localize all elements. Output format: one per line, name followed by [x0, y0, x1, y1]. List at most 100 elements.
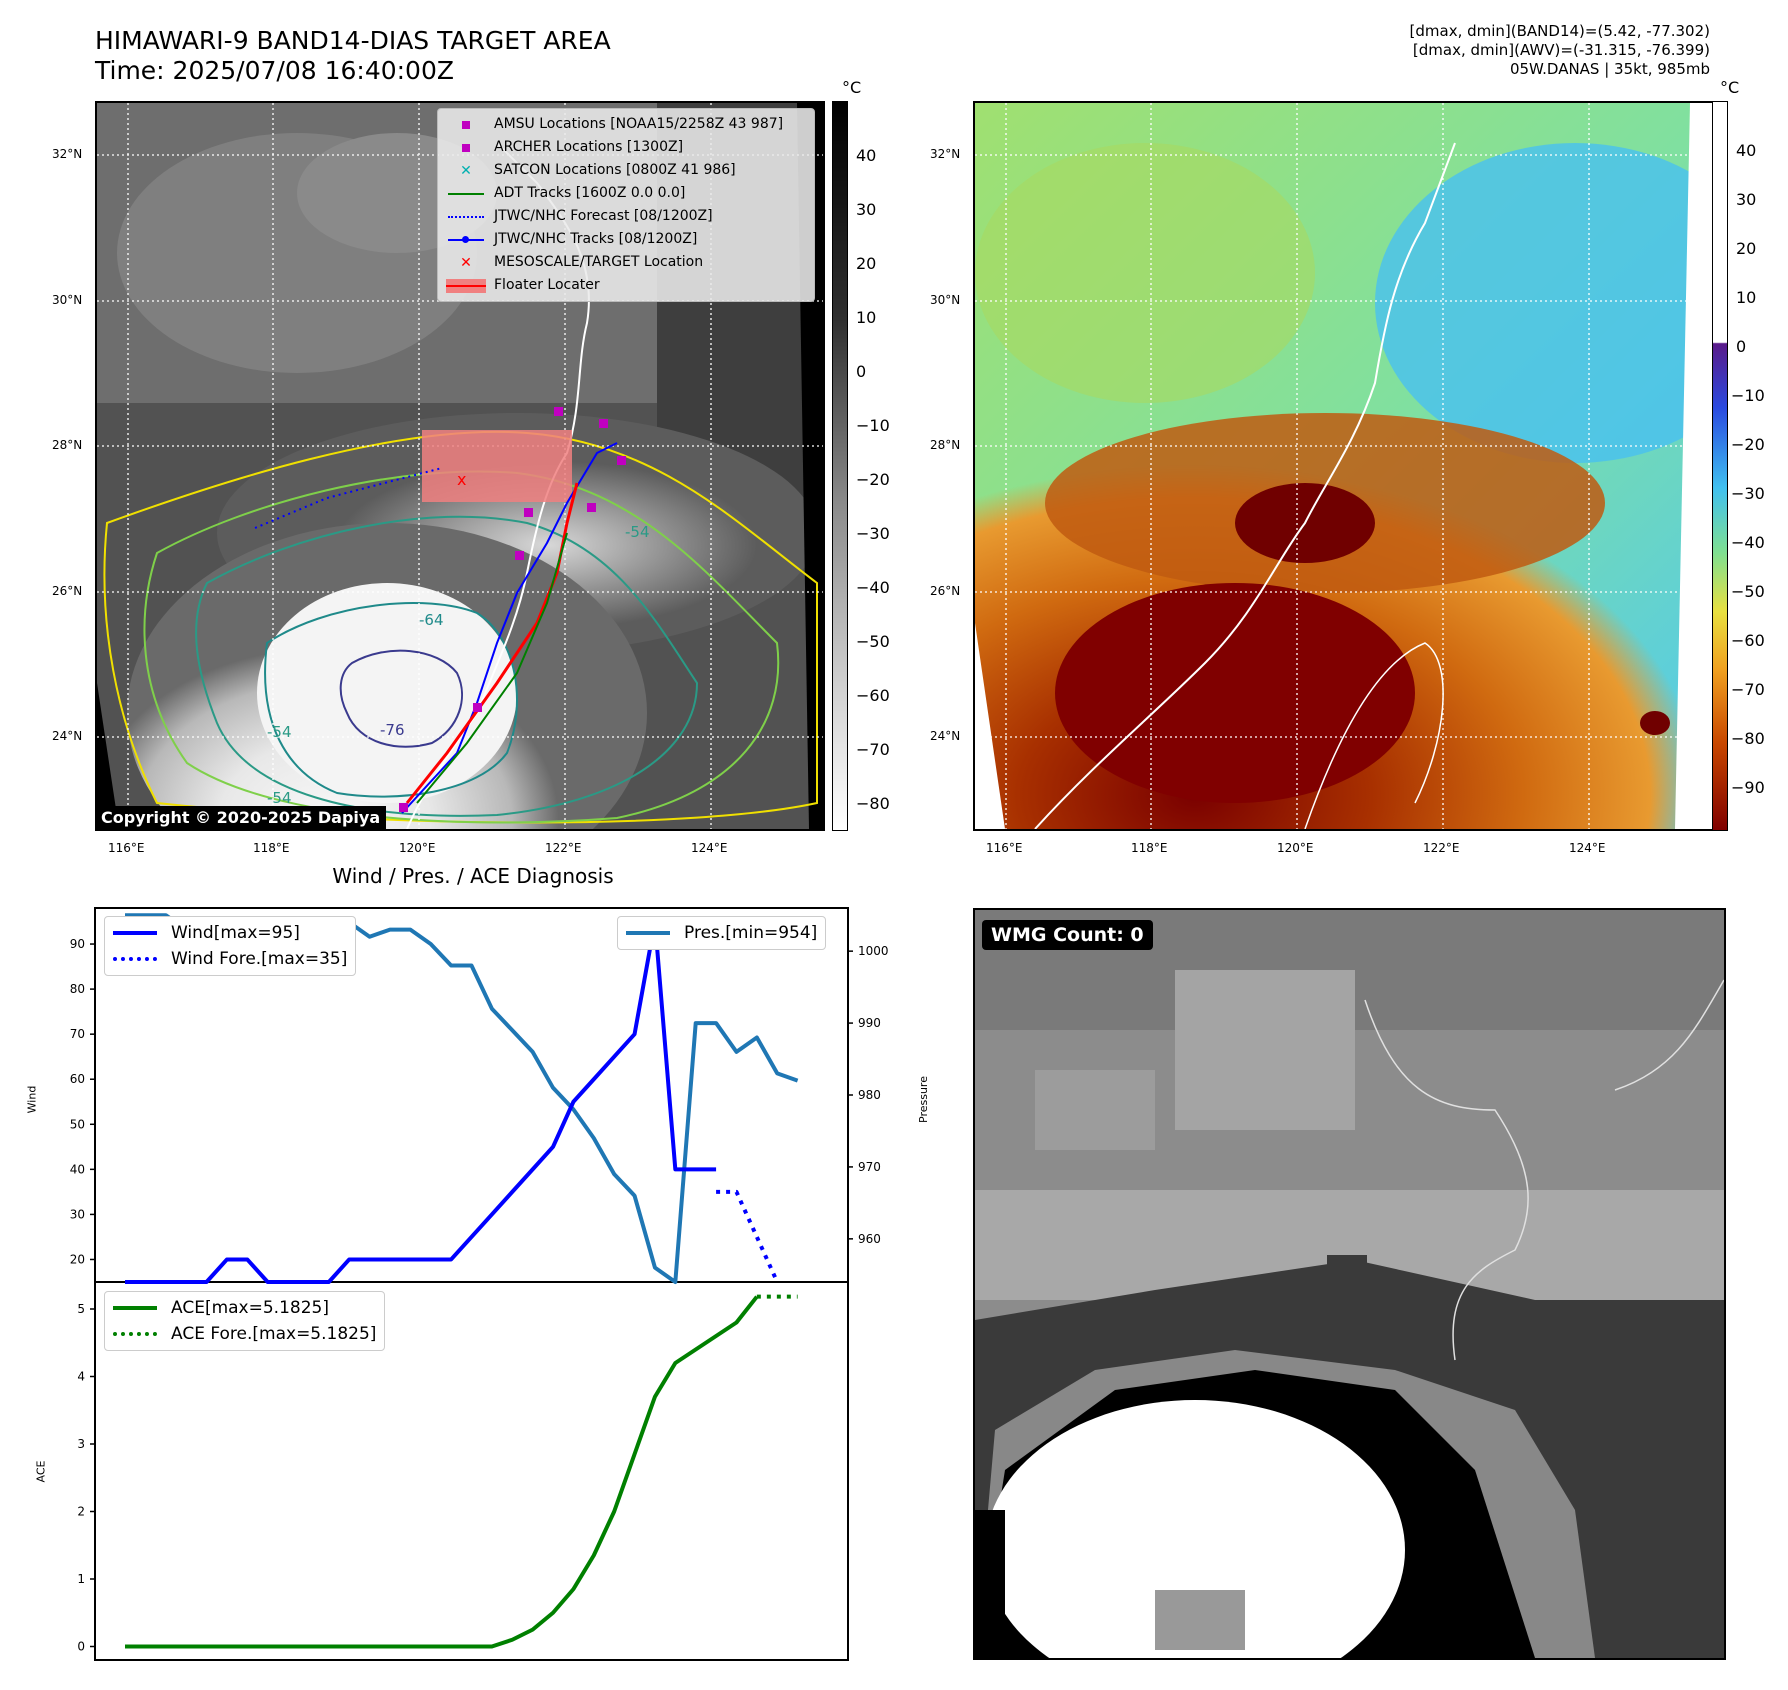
lon-label: 116°E [986, 841, 1023, 855]
legend-label: Floater Locater [494, 277, 600, 293]
legend-item-adt: ADT Tracks [1600Z 0.0 0.0] [446, 182, 806, 205]
dotted-line-icon [113, 1332, 157, 1336]
legend-item-target: ✕ MESOSCALE/TARGET Location [446, 251, 806, 274]
x-marker-icon: ✕ [460, 162, 472, 179]
legend-item-forecast: JTWC/NHC Forecast [08/1200Z] [446, 205, 806, 228]
contour-label-5: -54 [267, 723, 292, 741]
wind-axis-tick-label: 20 [70, 1252, 85, 1266]
awv-colorbar [1712, 101, 1728, 831]
cbar-tick: −60 [1731, 631, 1765, 650]
svg-text:x: x [457, 470, 466, 489]
cbar-tick: 30 [1736, 190, 1757, 209]
awv-map-panel [973, 101, 1726, 831]
lat-label: 24°N [52, 729, 83, 743]
cbar-tick: −80 [1731, 729, 1765, 748]
contour-label-3: -76 [380, 721, 405, 739]
cbar-tick: −10 [1731, 386, 1765, 405]
cbar-tick: −10 [856, 416, 890, 435]
cbar-tick: 10 [1736, 288, 1757, 307]
lon-label: 118°E [1131, 841, 1168, 855]
cbar-tick: −60 [856, 686, 890, 705]
awv-cbar-unit: °C [1720, 78, 1740, 97]
cbar-tick: −20 [1731, 435, 1765, 454]
dotted-line-icon [113, 957, 157, 961]
cbar-tick: 40 [1736, 141, 1757, 160]
wind-axis-tick-label: 50 [70, 1117, 85, 1131]
ace-axis-tick-label: 1 [77, 1572, 85, 1586]
wind-axis-tick-label: 80 [70, 982, 85, 996]
legend-label: Wind Fore.[max=35] [171, 949, 348, 969]
legend-label: SATCON Locations [0800Z 41 986] [494, 162, 736, 178]
diagnosis-title: Wind / Pres. / ACE Diagnosis [332, 864, 614, 888]
patch-marker-icon [446, 278, 486, 293]
ace-axis-tick-label: 4 [77, 1370, 85, 1384]
x-marker-icon: ✕ [460, 254, 472, 271]
cbar-tick: 10 [856, 308, 877, 327]
cbar-tick: 0 [1736, 337, 1747, 356]
wind-axis-tick-label: 90 [70, 937, 85, 951]
legend-label: ADT Tracks [1600Z 0.0 0.0] [494, 185, 686, 201]
contour-label-1: -54 [625, 523, 650, 541]
cbar-tick: −20 [856, 470, 890, 489]
ace-axis-tick-label: 0 [77, 1640, 85, 1654]
legend-label: AMSU Locations [NOAA15/2258Z 43 987] [494, 116, 784, 132]
line-marker-icon [446, 187, 486, 201]
legend-item-wind: Wind[max=95] [113, 920, 347, 946]
cbar-tick: 0 [856, 362, 867, 381]
cbar-tick: −50 [856, 632, 890, 651]
lon-label: 122°E [545, 841, 582, 855]
lon-label: 124°E [1569, 841, 1606, 855]
legend-label: JTWC/NHC Forecast [08/1200Z] [494, 208, 713, 224]
wmg-image [975, 910, 1724, 1658]
dotted-line-icon [446, 210, 486, 224]
title-line-1: HIMAWARI-9 BAND14-DIAS TARGET AREA [95, 26, 611, 55]
lon-label: 120°E [399, 841, 436, 855]
cbar-tick: −30 [1731, 484, 1765, 503]
wind-axis-label: Wind [25, 1085, 39, 1114]
solid-line-icon [626, 931, 670, 935]
cbar-tick: −70 [1731, 680, 1765, 699]
legend-label: ARCHER Locations [1300Z] [494, 139, 684, 155]
diagnosis-chart: 20 30 40 50 60 70 80 90 960 970 980 990 1000 0 1 2 3 4 5 [70, 907, 889, 1661]
lat-label: 32°N [930, 147, 961, 161]
wind-line-series-1 [716, 1189, 780, 1283]
lon-label: 116°E [108, 841, 145, 855]
lon-label: 118°E [253, 841, 290, 855]
map-legend: AMSU Locations [NOAA15/2258Z 43 987] ARC… [437, 108, 815, 302]
square-marker-icon [446, 141, 486, 155]
wind-legend: Wind[max=95] Wind Fore.[max=35] [104, 916, 357, 976]
legend-item-wind-forecast: Wind Fore.[max=35] [113, 946, 347, 972]
cbar-tick: −90 [1731, 778, 1765, 797]
ace-plot-frame [94, 1281, 849, 1661]
legend-item-satcon: ✕ SATCON Locations [0800Z 41 986] [446, 159, 806, 182]
cbar-tick: 40 [856, 146, 877, 165]
legend-item-tracks: JTWC/NHC Tracks [08/1200Z] [446, 228, 806, 251]
info-line-3: 05W.DANAS | 35kt, 985mb [1509, 60, 1710, 78]
ace-axis-tick-label: 2 [77, 1505, 85, 1519]
square-marker-icon [446, 118, 486, 132]
pressure-axis-tick-label: 960 [858, 1232, 881, 1246]
solid-line-icon [113, 931, 157, 935]
pressure-axis-label: Pressure [916, 1076, 930, 1123]
wind-axis-tick-label: 40 [70, 1162, 85, 1176]
legend-label: MESOSCALE/TARGET Location [494, 254, 704, 270]
legend-label: Wind[max=95] [171, 923, 300, 943]
lon-label: 124°E [691, 841, 728, 855]
lat-label: 26°N [930, 584, 961, 598]
legend-label: Pres.[min=954] [684, 923, 818, 943]
ace-legend: ACE[max=5.1825] ACE Fore.[max=5.1825] [104, 1291, 386, 1351]
lat-label: 30°N [52, 293, 83, 307]
pressure-legend: Pres.[min=954] [617, 916, 827, 950]
legend-item-floater: Floater Locater [446, 274, 806, 297]
wind-line-series-0 [125, 919, 717, 1284]
legend-item-ace-forecast: ACE Fore.[max=5.1825] [113, 1321, 376, 1347]
cbar-tick: −80 [856, 794, 890, 813]
title-line-2: Time: 2025/07/08 16:40:00Z [95, 56, 454, 85]
storm-info: [dmax, dmin](BAND14)=(5.42, -77.302) [dm… [1410, 22, 1710, 79]
lat-label: 26°N [52, 584, 83, 598]
contour-label-4: -54 [267, 789, 292, 807]
solid-line-icon [113, 1306, 157, 1310]
ace-axis-tick-label: 3 [77, 1437, 85, 1451]
cbar-tick: −40 [1731, 533, 1765, 552]
pressure-axis-tick-label: 990 [858, 1016, 881, 1030]
